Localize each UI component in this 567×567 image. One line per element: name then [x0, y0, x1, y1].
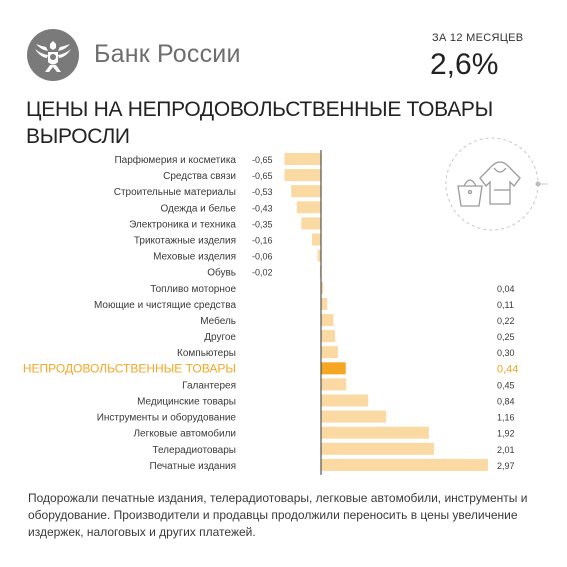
- handbag-and-hoodie-icon: [445, 137, 548, 231]
- bar: [321, 458, 488, 471]
- bar: [321, 378, 347, 391]
- category-label: Другое: [204, 332, 236, 343]
- category-label: Парфюмерия и косметика: [114, 154, 236, 166]
- bar: [321, 442, 434, 455]
- bar: [321, 314, 334, 326]
- period-label: ЗА 12 МЕСЯЦЕВ: [432, 32, 524, 44]
- category-label: Печатные издания: [150, 461, 236, 472]
- bar: [321, 346, 338, 359]
- value-label: -0,53: [252, 187, 273, 197]
- bar: [321, 426, 429, 439]
- title-line-1: ЦЕНЫ НА НЕПРОДОВОЛЬСТВЕННЫЕ ТОВАРЫ: [26, 98, 493, 121]
- value-label: 2,97: [497, 461, 515, 471]
- bar: [296, 201, 321, 214]
- value-label: 0,30: [497, 348, 515, 358]
- bar: [312, 233, 321, 246]
- category-label: НЕПРОДОВОЛЬСТВЕННЫЕ ТОВАРЫ: [23, 361, 236, 375]
- category-label: Строительные материалы: [114, 187, 236, 198]
- value-label: 1,16: [497, 413, 515, 423]
- double-headed-eagle-icon: [27, 29, 79, 81]
- bar: [301, 217, 321, 230]
- value-label: -0,65: [252, 155, 273, 165]
- category-label: Одежда и белье: [160, 202, 236, 214]
- bank-name: Банк России: [94, 40, 241, 68]
- value-label: 0,44: [497, 363, 518, 375]
- value-label: 0,22: [497, 316, 515, 326]
- bar: [284, 153, 321, 165]
- value-label: -0,65: [252, 171, 273, 181]
- value-label: 0,25: [497, 332, 515, 342]
- category-label: Электроника и техника: [129, 219, 236, 230]
- value-label: 0,04: [497, 284, 515, 294]
- category-label: Топливо моторное: [150, 284, 236, 295]
- category-label: Галантерея: [182, 380, 236, 391]
- bar: [321, 410, 387, 423]
- value-label: 0,84: [497, 397, 515, 407]
- bar: [317, 249, 321, 262]
- value-label: 2,01: [497, 445, 515, 455]
- category-label: Обувь: [207, 267, 236, 279]
- bar: [319, 265, 321, 278]
- category-label: Медицинские товары: [137, 397, 236, 408]
- value-label: 0,11: [497, 300, 514, 310]
- category-label: Легковые автомобили: [133, 428, 236, 440]
- category-label: Трикотажные изделия: [134, 236, 236, 247]
- category-label: Телерадиотовары: [152, 445, 236, 456]
- value-label: 0,45: [497, 380, 515, 390]
- title-line-2: ВЫРОСЛИ: [26, 125, 130, 148]
- footnote: Подорожали печатные издания, телерадиото…: [28, 491, 528, 539]
- category-label: Меховые изделия: [153, 252, 236, 263]
- bar: [284, 169, 321, 182]
- value-label: -0,02: [252, 268, 273, 278]
- bar: [321, 394, 369, 407]
- category-label: Компьютеры: [177, 348, 236, 359]
- category-label: Мебель: [200, 315, 236, 327]
- category-label: Средства связи: [163, 171, 236, 182]
- category-label: Инструменты и оборудование: [97, 412, 237, 424]
- value-label: -0,16: [252, 236, 273, 246]
- bar: [321, 330, 336, 343]
- bar: [291, 185, 321, 198]
- bar: [321, 297, 328, 310]
- value-label: -0,06: [252, 252, 273, 262]
- page-title: ЦЕНЫ НА НЕПРОДОВОЛЬСТВЕННЫЕ ТОВАРЫ ВЫРОС…: [26, 96, 546, 150]
- headline-value: 2,6%: [430, 48, 499, 81]
- bar: [321, 281, 324, 294]
- bar: [321, 362, 346, 375]
- value-label: 1,92: [497, 429, 515, 439]
- category-label: Моющие и чистящие средства: [94, 300, 236, 311]
- value-label: -0,43: [252, 203, 273, 213]
- value-label: -0,35: [252, 219, 273, 229]
